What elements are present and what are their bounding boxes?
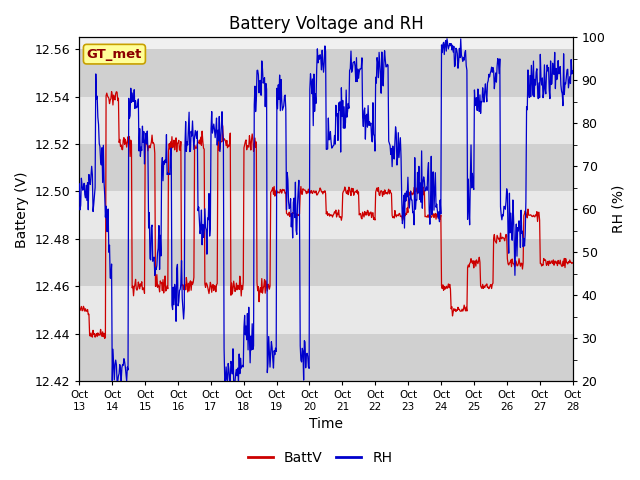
Bar bbox=[79, 192, 573, 239]
Bar bbox=[79, 287, 573, 334]
Bar bbox=[79, 96, 573, 144]
Y-axis label: Battery (V): Battery (V) bbox=[15, 171, 29, 248]
Bar bbox=[79, 239, 573, 287]
Bar bbox=[79, 144, 573, 192]
Title: Battery Voltage and RH: Battery Voltage and RH bbox=[228, 15, 423, 33]
X-axis label: Time: Time bbox=[309, 418, 343, 432]
Text: GT_met: GT_met bbox=[87, 48, 142, 60]
Legend: BattV, RH: BattV, RH bbox=[242, 445, 398, 471]
Y-axis label: RH (%): RH (%) bbox=[611, 185, 625, 233]
Bar bbox=[79, 49, 573, 96]
Bar bbox=[79, 334, 573, 381]
